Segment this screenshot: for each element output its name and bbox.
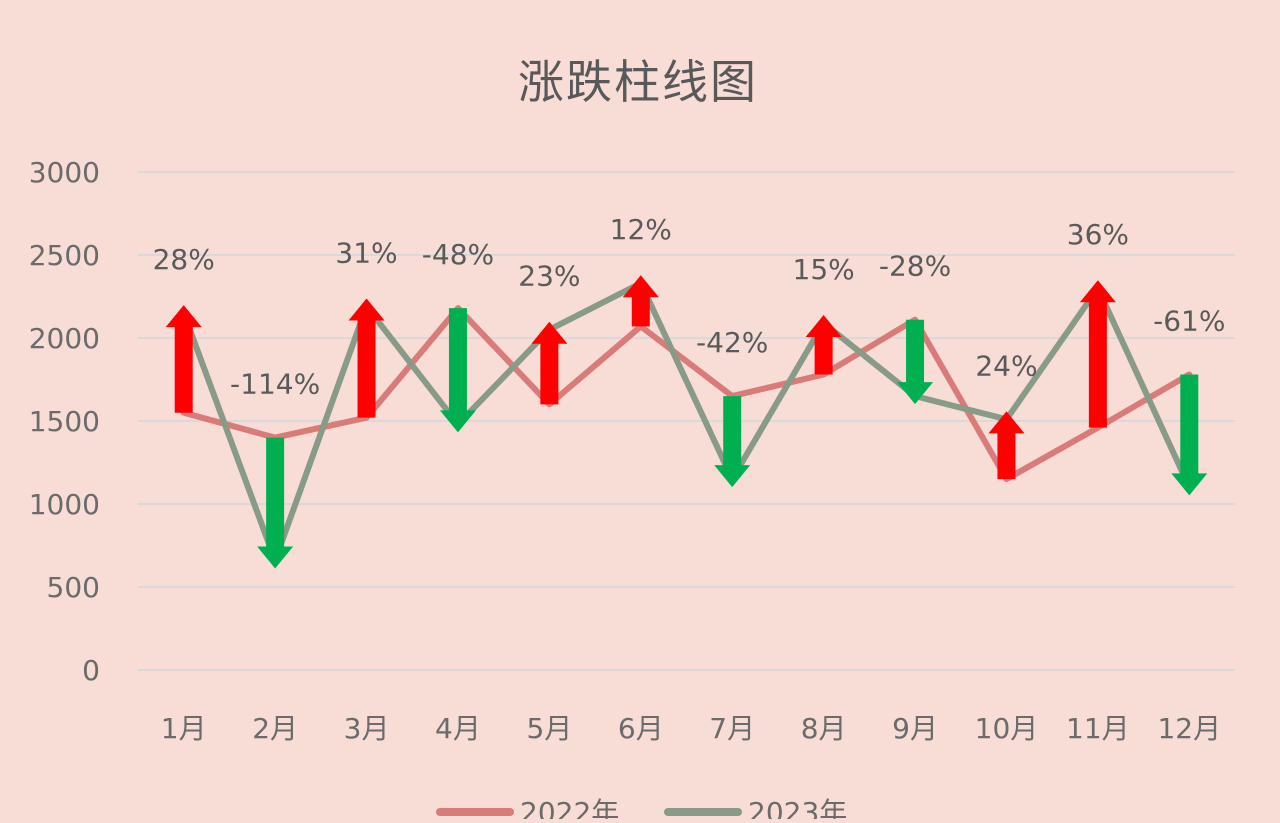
- change-label: -114%: [230, 368, 320, 401]
- down-change-arrow: [257, 437, 294, 569]
- up-change-arrow: [1079, 280, 1116, 428]
- x-tick-label: 10月: [975, 712, 1039, 745]
- series-line: [180, 305, 1193, 483]
- legend: 2022年 2023年: [436, 796, 847, 823]
- up-change-arrow: [348, 298, 385, 418]
- change-label: -48%: [422, 238, 494, 271]
- x-tick-label: 3月: [344, 712, 390, 745]
- down-change-arrow: [439, 308, 476, 433]
- legend-label: 2023年: [748, 796, 847, 819]
- x-axis-ticks: 1月 2月 3月 4月 5月 6月 7月 8月 9月 10月 11月 12月: [161, 712, 1221, 745]
- change-label: 31%: [335, 236, 397, 269]
- y-tick-label: 0: [82, 654, 100, 687]
- y-tick-label: 2000: [29, 322, 100, 355]
- x-tick-label: 8月: [801, 712, 847, 745]
- x-tick-label: 1月: [161, 712, 207, 745]
- change-label: -42%: [696, 326, 768, 359]
- change-labels: 28% -114% 31% -48% 23% 12% -42% 15% -28% 24% 36% -6…: [153, 213, 1226, 400]
- x-tick-label: 5月: [526, 712, 572, 745]
- series-lines: [180, 280, 1193, 564]
- change-label: 24%: [975, 349, 1037, 382]
- change-label: 28%: [153, 243, 215, 276]
- legend-label: 2022年: [520, 796, 619, 819]
- up-change-arrow: [622, 275, 659, 327]
- y-tick-label: 1500: [29, 405, 100, 438]
- change-label: -28%: [879, 250, 951, 283]
- change-label: 15%: [793, 253, 855, 286]
- x-tick-label: 2月: [252, 712, 298, 745]
- down-change-arrow: [1171, 374, 1208, 496]
- change-label: 36%: [1067, 218, 1129, 251]
- up-change-arrow: [165, 305, 202, 413]
- series-line: [180, 280, 1193, 564]
- grid: [138, 171, 1235, 671]
- x-tick-label: 7月: [709, 712, 755, 745]
- x-tick-label: 6月: [618, 712, 664, 745]
- up-change-arrow: [531, 321, 568, 405]
- down-change-arrow: [897, 319, 934, 405]
- chart-title: 涨跌柱线图: [518, 55, 758, 109]
- x-tick-label: 12月: [1157, 712, 1221, 745]
- y-axis-ticks: 0 500 1000 1500 2000 2500 3000: [29, 156, 100, 687]
- x-tick-label: 4月: [435, 712, 481, 745]
- y-tick-label: 500: [47, 571, 100, 604]
- y-tick-label: 2500: [29, 239, 100, 272]
- down-change-arrow: [714, 396, 751, 488]
- up-change-arrow: [988, 411, 1025, 480]
- change-bars: [165, 275, 1208, 569]
- change-label: -61%: [1153, 305, 1225, 338]
- change-label: 12%: [610, 213, 672, 246]
- x-tick-label: 11月: [1066, 712, 1130, 745]
- change-label: 23%: [518, 260, 580, 293]
- x-tick-label: 9月: [892, 712, 938, 745]
- y-tick-label: 1000: [29, 488, 100, 521]
- y-tick-label: 3000: [29, 156, 100, 189]
- up-change-arrow: [805, 315, 842, 375]
